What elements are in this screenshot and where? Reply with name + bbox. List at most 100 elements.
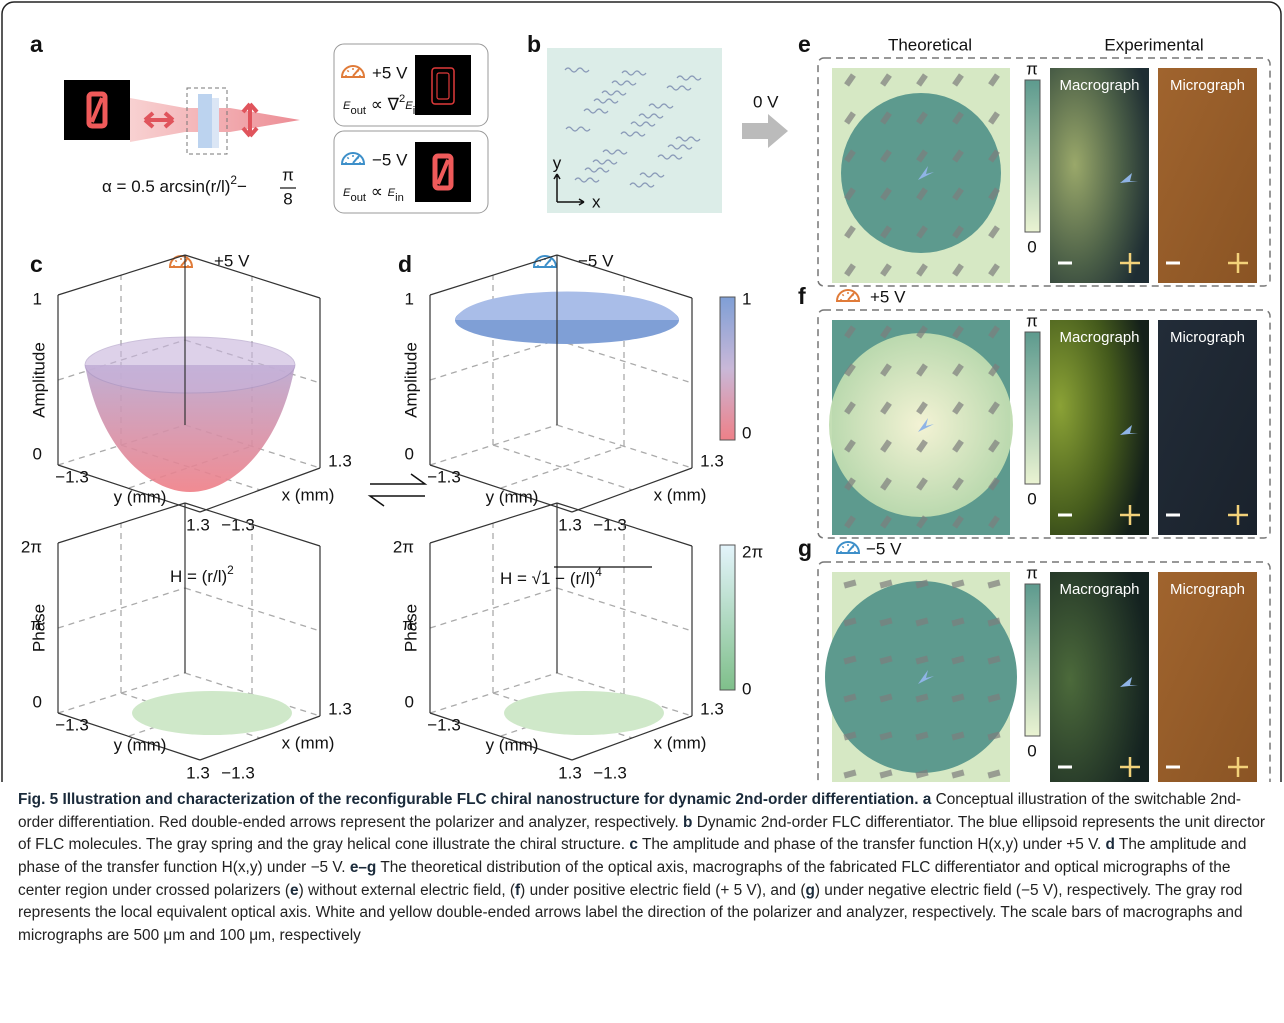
- panel-letter: e: [798, 31, 811, 57]
- z-axis-label: Phase: [29, 604, 48, 652]
- x-tick-label: 1.3: [700, 699, 724, 718]
- caption-text: The amplitude and phase of the transfer …: [642, 836, 1101, 853]
- surface-cap: [455, 292, 679, 321]
- x-tick-label: 1.3: [328, 699, 352, 718]
- formula-part: out: [350, 192, 366, 204]
- z-axis-label: Amplitude: [401, 342, 420, 418]
- lc-element: [198, 94, 212, 148]
- voltage-label: +5 V: [870, 287, 906, 306]
- colorbar-label: π: [1026, 59, 1038, 78]
- panel-letter: d: [398, 251, 412, 277]
- panel-letter: a: [30, 31, 43, 57]
- panel-letter: f: [798, 283, 806, 309]
- x-tick-label: −1.3: [221, 515, 255, 534]
- caption-label: g: [805, 882, 814, 899]
- formula-part: in: [395, 192, 404, 204]
- image-label: Micrograph: [1170, 329, 1245, 346]
- voltage-label: −5 V: [372, 150, 408, 169]
- formula-part: −: [237, 177, 247, 196]
- caption-text: ) under positive electric field (+ 5 V),…: [520, 882, 805, 899]
- page: a+5 VEout ∝ ∇2Ein−5 VEout ∝ Einα = 0.5 a…: [0, 0, 1284, 1023]
- photo: [1050, 68, 1149, 283]
- y-tick-label: −1.3: [55, 715, 89, 734]
- y-tick-label: 1.3: [558, 515, 582, 534]
- x-tick-label: −1.3: [593, 763, 627, 782]
- y-tick-label: −1.3: [427, 467, 461, 486]
- x-axis-label: x (mm): [282, 733, 335, 752]
- image-label: Micrograph: [1170, 77, 1245, 94]
- formula-part: 1 − (r/l): [541, 569, 595, 588]
- z-tick-label: 2π: [21, 537, 42, 556]
- z-tick-label: 2π: [393, 537, 414, 556]
- panel-letter: c: [30, 251, 43, 277]
- theory-disk: [825, 581, 1017, 773]
- x-axis-label: x (mm): [654, 733, 707, 752]
- axis-label: y: [553, 153, 562, 172]
- column-header: Theoretical: [888, 35, 972, 54]
- caption: Fig. 5 Illustration and characterization…: [18, 789, 1266, 947]
- y-tick-label: 1.3: [558, 763, 582, 782]
- formula-part: H = (r/l): [170, 567, 227, 586]
- x-axis-label: x (mm): [654, 485, 707, 504]
- x-axis-label: x (mm): [282, 485, 335, 504]
- y-tick-label: −1.3: [55, 467, 89, 486]
- voltage-label: +5 V: [214, 251, 250, 270]
- gauge-tick: [347, 70, 348, 71]
- formula: H = √1 − (r/l)4: [500, 565, 602, 588]
- surface: [132, 691, 292, 735]
- colorbar: [1025, 584, 1040, 736]
- gauge-tick: [842, 546, 843, 547]
- y-axis-label: y (mm): [486, 487, 539, 506]
- formula: α = 0.5 arcsin(r/l)2−: [102, 173, 247, 196]
- x-tick-label: −1.3: [221, 763, 255, 782]
- z-tick-label: 0: [33, 692, 42, 711]
- equilibrium-arrows: [370, 474, 425, 506]
- caption-label: d: [1106, 836, 1115, 853]
- z-tick-label: 0: [405, 444, 414, 463]
- photo: [1050, 572, 1149, 782]
- image-label: Micrograph: [1170, 581, 1245, 598]
- arrow-label: 0 V: [753, 92, 779, 111]
- formula: H = (r/l)2: [170, 563, 234, 586]
- formula-part: ∝ ∇: [366, 95, 400, 114]
- panel-letter: g: [798, 535, 812, 561]
- colorbar: [720, 545, 735, 690]
- formula-part: out: [350, 105, 366, 117]
- surface-rim: [85, 337, 295, 393]
- colorbar-label: 0: [1027, 489, 1036, 508]
- z-tick-label: 0: [405, 692, 414, 711]
- z-tick-label: 1: [33, 289, 42, 308]
- panel-letter: b: [527, 31, 541, 57]
- gauge-tick: [347, 157, 348, 158]
- output-image: [415, 55, 471, 115]
- colorbar-label: 0: [742, 423, 751, 442]
- x-tick-label: 1.3: [328, 451, 352, 470]
- z-tick-label: 1: [405, 289, 414, 308]
- column-header: Experimental: [1104, 35, 1203, 54]
- flow-arrow: [742, 114, 788, 148]
- caption-label: b: [683, 814, 692, 831]
- colorbar-label: π: [1026, 563, 1038, 582]
- y-tick-label: 1.3: [186, 763, 210, 782]
- z-tick-label: 0: [33, 444, 42, 463]
- x-tick-label: 1.3: [700, 451, 724, 470]
- formula-part: H = √: [500, 569, 542, 588]
- z-axis-label: Amplitude: [29, 342, 48, 418]
- colorbar-label: 0: [1027, 237, 1036, 256]
- photo: [1158, 68, 1257, 283]
- caption-title: Fig. 5 Illustration and characterization…: [18, 791, 918, 808]
- caption-label: c: [629, 836, 638, 853]
- colorbar-label: 0: [742, 679, 751, 698]
- lc-element-side: [212, 98, 219, 148]
- colorbar-label: 0: [1027, 741, 1036, 760]
- voltage-label: +5 V: [372, 63, 408, 82]
- y-axis-label: y (mm): [114, 487, 167, 506]
- fraction-numerator: π: [282, 165, 294, 184]
- grid-line: [501, 446, 624, 488]
- image-label: Macrograph: [1059, 329, 1139, 346]
- caption-label: e–g: [350, 859, 377, 876]
- gauge-tick: [842, 294, 843, 295]
- formula-part: ∝: [366, 182, 388, 201]
- z-axis-label: Phase: [401, 604, 420, 652]
